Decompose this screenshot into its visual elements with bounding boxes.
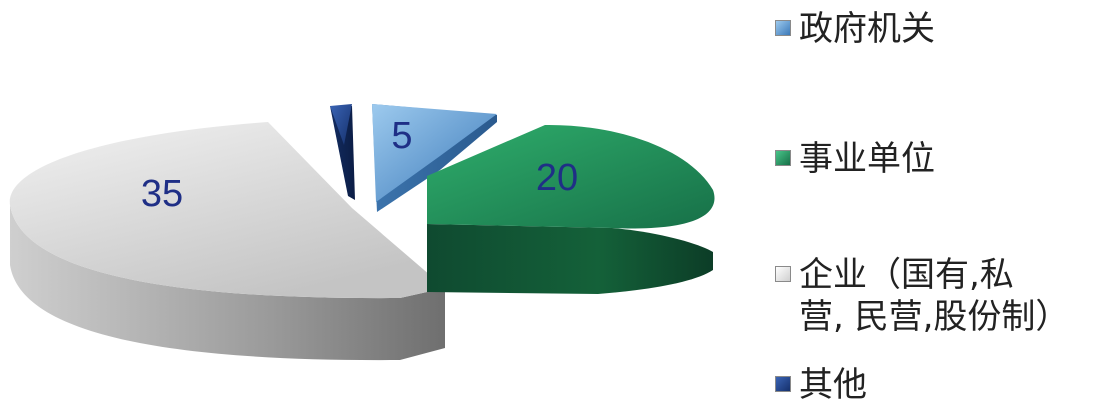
slice-government <box>372 104 497 212</box>
legend-item-other: 其他 <box>775 364 867 406</box>
data-label-institution: 20 <box>536 157 578 199</box>
slice-other-side <box>330 106 355 200</box>
legend-label-enterprise: 企业（国有,私 营, 民营,股份制） <box>799 255 1070 337</box>
legend-item-government: 政府机关 <box>775 8 935 50</box>
slice-enterprise <box>9 122 446 361</box>
data-label-government: 5 <box>391 115 412 157</box>
legend-label-other: 其他 <box>799 365 867 405</box>
data-label-enterprise: 35 <box>141 173 183 215</box>
legend-swatch-government <box>775 20 791 36</box>
pie-chart: 35 5 20 <box>9 104 715 361</box>
slice-institution <box>427 124 715 294</box>
legend-label-government: 政府机关 <box>799 9 935 49</box>
legend-swatch-institution <box>775 150 791 166</box>
slice-enterprise-top <box>9 122 446 299</box>
legend-item-enterprise: 企业（国有,私 营, 民营,股份制） <box>775 254 1069 338</box>
legend-label-institution: 事业单位 <box>799 139 935 179</box>
slice-institution-top <box>427 124 715 229</box>
slice-other <box>330 104 355 200</box>
slice-institution-side <box>427 224 713 294</box>
slice-enterprise-side <box>10 205 445 361</box>
legend-swatch-other <box>775 376 791 392</box>
slice-other-top <box>330 104 352 145</box>
legend: 政府机关 事业单位 企业（国有,私 营, 民营,股份制） 其他 <box>775 0 1115 414</box>
slice-government-top <box>372 104 497 202</box>
legend-swatch-enterprise <box>775 266 791 282</box>
legend-item-institution: 事业单位 <box>775 138 935 180</box>
